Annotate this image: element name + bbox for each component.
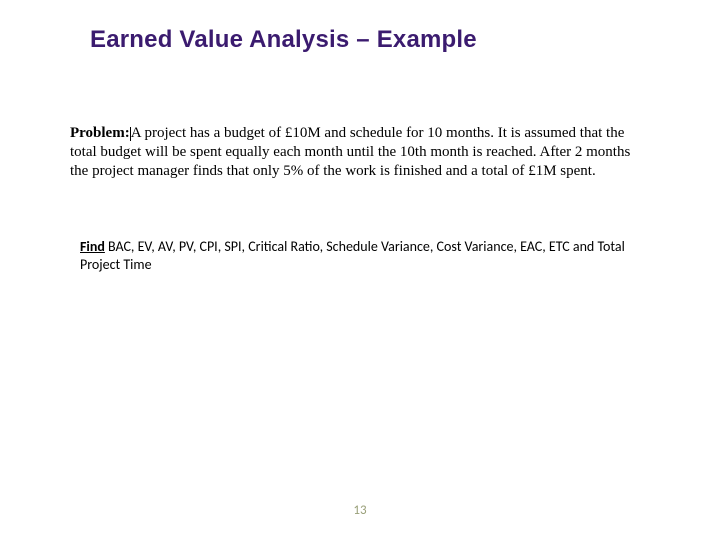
- problem-paragraph: Problem:A project has a budget of £10M a…: [70, 124, 640, 180]
- problem-text: A project has a budget of £10M and sched…: [70, 125, 630, 179]
- slide-title: Earned Value Analysis – Example: [90, 26, 660, 54]
- slide: Earned Value Analysis – Example Problem:…: [0, 0, 720, 540]
- problem-label: Problem:: [70, 125, 130, 141]
- page-number: 13: [0, 503, 720, 518]
- find-text: BAC, EV, AV, PV, CPI, SPI, Critical Rati…: [80, 238, 625, 273]
- find-paragraph: Find BAC, EV, AV, PV, CPI, SPI, Critical…: [80, 238, 640, 274]
- find-label: Find: [80, 238, 105, 255]
